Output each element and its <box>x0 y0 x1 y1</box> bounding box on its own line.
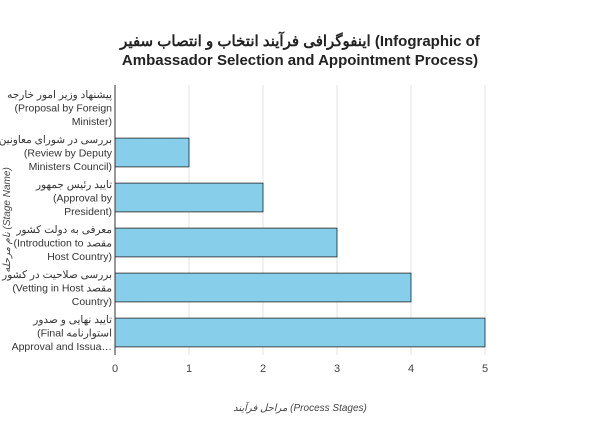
y-category-label-line: Minister) <box>72 116 112 128</box>
chart-title-line-1: اینفوگرافی فرآیند انتخاب و انتصاب سفیر (… <box>120 33 480 50</box>
y-category-label-line: بررسی صلاحیت در کشور <box>1 269 112 281</box>
y-category-label-line: تایید رئیس جمهور <box>35 179 112 191</box>
y-category-label-line: (Proposal by Foreign <box>15 103 113 115</box>
bar <box>114 317 486 348</box>
y-category-label-line: Country) <box>72 296 112 308</box>
y-category-label: معرفی به دولت کشور (Introduction to مقصد H… <box>13 224 112 263</box>
y-category-label: تایید رئیس جمهور (Approval by President) <box>35 179 113 218</box>
x-tick-label: 0 <box>112 363 118 375</box>
y-category-label: بررسی در شورای معاونین (Review by Deputy M… <box>0 134 113 173</box>
y-category-label-line: Approval and Issua… <box>12 341 112 353</box>
bar <box>114 227 338 258</box>
y-category-label: پیشنهاد وزیر امور خارجه (Proposal by Fore… <box>7 89 112 128</box>
y-category-label-line: (Review by Deputy <box>24 148 113 160</box>
x-axis-title: مراحل فرآیند (Process Stages) <box>233 401 367 414</box>
y-category-label-line: تایید نهایی و صدور <box>32 314 112 326</box>
y-category-label: بررسی صلاحیت در کشور (Vetting in Host مقص… <box>1 269 112 308</box>
y-category-label-line: معرفی به دولت کشور <box>15 224 112 236</box>
grid-lines <box>114 85 486 355</box>
x-tick-label: 4 <box>408 363 414 375</box>
y-category-label-line: (Introduction to مقصد <box>13 238 112 250</box>
y-category-label-line: پیشنهاد وزیر امور خارجه <box>7 89 112 101</box>
y-category-label: تایید نهایی و صدور (Final استوارنامه Appro… <box>12 314 112 353</box>
y-category-label-line: Host Country) <box>47 251 112 263</box>
y-category-label-line: (Vetting in Host مقصد <box>12 283 112 295</box>
x-tick-label: 5 <box>482 363 488 375</box>
y-category-label-line: Ministers Council) <box>29 161 112 173</box>
bar <box>114 182 264 213</box>
x-tick-label: 1 <box>186 363 192 375</box>
y-category-label-line: (Final استوارنامه <box>37 328 112 340</box>
y-category-label-line: President) <box>64 206 112 218</box>
y-axis-title: نام مرحله (Stage Name) <box>2 167 13 273</box>
bar <box>114 137 190 168</box>
y-category-label-line: بررسی در شورای معاونین <box>0 134 112 146</box>
y-category-label-line: (Approval by <box>53 193 113 205</box>
x-tick-label: 3 <box>334 363 340 375</box>
x-tick-labels: 0 1 2 3 4 5 <box>112 363 488 375</box>
x-tick-label: 2 <box>260 363 266 375</box>
chart-title: اینفوگرافی فرآیند انتخاب و انتصاب سفیر (… <box>0 32 600 70</box>
bars <box>114 137 486 348</box>
chart-title-line-2: Ambassador Selection and Appointment Pro… <box>121 52 479 69</box>
y-category-labels: پیشنهاد وزیر امور خارجه (Proposal by Fore… <box>0 89 113 353</box>
bar <box>114 272 412 303</box>
